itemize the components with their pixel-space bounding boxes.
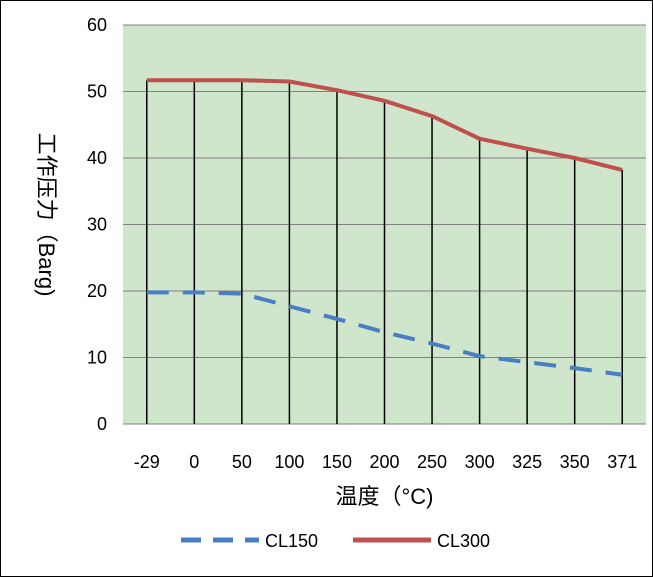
y-tick-label: 0	[97, 414, 107, 434]
x-axis-ticks: -29 0 50 100 150 200 250 300 325 350 371	[134, 452, 637, 472]
legend-label-cl150: CL150	[265, 531, 318, 551]
x-tick-label: -29	[134, 452, 160, 472]
x-axis-title: 温度（°C)	[335, 484, 433, 509]
legend-label-cl300: CL300	[437, 531, 490, 551]
y-tick-label: 60	[87, 15, 107, 35]
x-tick-label: 150	[322, 452, 352, 472]
y-tick-label: 20	[87, 281, 107, 301]
x-tick-label: 300	[465, 452, 495, 472]
x-tick-label: 0	[189, 452, 199, 472]
x-tick-label: 100	[274, 452, 304, 472]
series-lines	[146, 78, 623, 377]
legend: CL150 CL300	[181, 531, 490, 551]
x-tick-label: 371	[607, 452, 637, 472]
y-tick-label: 40	[87, 148, 107, 168]
x-tick-label: 350	[560, 452, 590, 472]
y-axis-title: 工作压力（Barg)	[34, 133, 59, 297]
x-tick-label: 250	[417, 452, 447, 472]
y-tick-label: 50	[87, 82, 107, 102]
drop-lines	[146, 80, 623, 424]
series-line-cl150	[146, 290, 623, 377]
x-tick-label: 200	[369, 452, 399, 472]
x-tick-label: 325	[512, 452, 542, 472]
series-line-cl300	[146, 78, 623, 172]
x-tick-label: 50	[232, 452, 252, 472]
y-tick-label: 30	[87, 215, 107, 235]
y-tick-label: 10	[87, 348, 107, 368]
y-axis-ticks: 0 10 20 30 40 50 60	[87, 15, 107, 434]
